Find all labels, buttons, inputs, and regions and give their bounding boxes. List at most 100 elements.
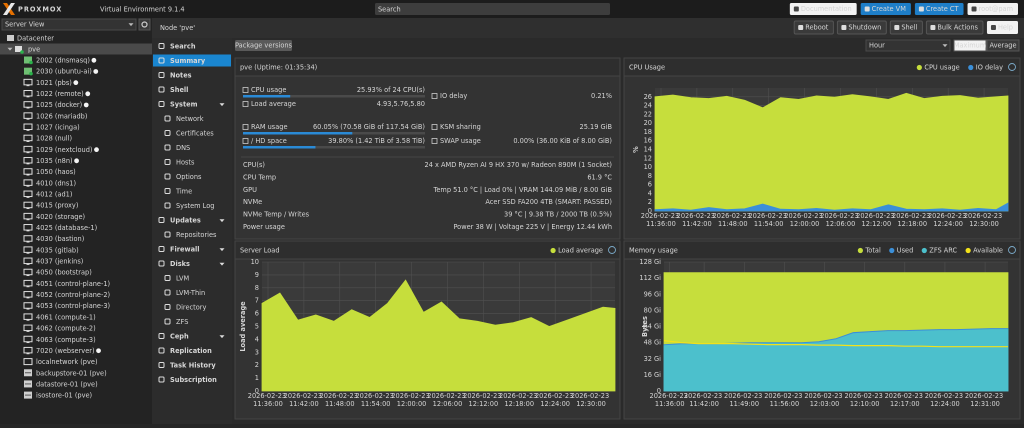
tree-item[interactable]: 4035 (gitlab) xyxy=(36,246,79,254)
nav-item[interactable]: Repositories xyxy=(176,231,217,239)
tree-item[interactable]: 1025 (docker) xyxy=(36,101,82,109)
tree-item[interactable]: 4063 (compute-3) xyxy=(36,336,96,344)
nav-item[interactable]: Ceph xyxy=(170,333,189,341)
settings-button[interactable] xyxy=(138,18,151,31)
legend-label[interactable]: CPU usage xyxy=(924,64,959,72)
tree-item[interactable]: 1028 (null) xyxy=(36,135,72,143)
toolbar-button-label[interactable]: Reboot xyxy=(805,24,829,32)
tree-item[interactable]: 2030 (ubuntu-ai) xyxy=(36,68,92,76)
tree-item[interactable]: backupstore-01 (pve) xyxy=(36,369,107,377)
package-versions-label[interactable]: Package versions xyxy=(235,42,293,50)
tree-datacenter[interactable]: Datacenter xyxy=(17,35,54,43)
tree-item[interactable]: 1026 (mariadb) xyxy=(36,112,87,120)
tree-item[interactable]: 2002 (dnsmasq) xyxy=(36,57,90,65)
header-button-label[interactable]: Create VM xyxy=(872,5,907,13)
chart-menu[interactable] xyxy=(1008,246,1016,254)
header-button[interactable] xyxy=(860,3,911,15)
nav-item[interactable]: Task History xyxy=(170,362,216,370)
button-icon xyxy=(864,6,870,12)
nav-item[interactable]: Time xyxy=(175,188,192,196)
nav-item[interactable]: Hosts xyxy=(176,159,195,167)
mode-toggle[interactable] xyxy=(953,39,987,52)
mode-label[interactable]: Maximum xyxy=(954,42,987,50)
nav-item[interactable]: Directory xyxy=(176,304,206,312)
mode-toggle[interactable] xyxy=(986,39,1020,52)
header-button-label[interactable]: Documentation xyxy=(801,5,852,13)
nav-item[interactable]: ZFS xyxy=(176,318,188,326)
header-button[interactable] xyxy=(967,3,1018,15)
toolbar-button[interactable] xyxy=(986,21,1018,34)
nav-item[interactable]: LVM-Thin xyxy=(176,289,205,297)
toolbar-button-label[interactable]: Shutdown xyxy=(848,24,881,32)
timeframe-label[interactable]: Hour xyxy=(869,42,885,50)
toolbar-button-label[interactable]: Bulk Actions xyxy=(937,24,978,32)
tree-item[interactable]: 4025 (database-1) xyxy=(36,224,97,232)
tree-item[interactable]: 4012 (ad1) xyxy=(36,191,72,199)
nav-item[interactable]: Shell xyxy=(170,86,188,94)
nav-icon xyxy=(158,347,165,354)
toolbar-button[interactable] xyxy=(889,20,923,35)
nav-item[interactable]: Options xyxy=(176,173,202,181)
tree-item[interactable]: 1022 (remote) xyxy=(36,90,84,98)
legend-label[interactable]: ZFS ARC xyxy=(929,247,957,255)
nav-item[interactable]: Certificates xyxy=(176,130,214,138)
nav-item[interactable]: Subscription xyxy=(170,376,217,384)
nav-item[interactable]: Search xyxy=(170,43,196,51)
legend-label[interactable]: Load average xyxy=(558,247,603,255)
nav-item[interactable]: Disks xyxy=(170,260,190,268)
header-button-label[interactable]: root@pam xyxy=(979,5,1013,13)
view-selector[interactable] xyxy=(1,18,137,31)
nav-item[interactable]: Network xyxy=(176,115,204,123)
tree-item[interactable]: 1035 (n8n) xyxy=(36,157,73,165)
tree-item[interactable]: 4053 (control-plane-3) xyxy=(36,302,110,310)
legend-label[interactable]: Used xyxy=(897,247,914,255)
tree-item[interactable]: 4030 (bastion) xyxy=(36,235,84,243)
legend-label[interactable]: Available xyxy=(973,247,1003,255)
nav-item[interactable]: System xyxy=(170,101,198,109)
nav-item[interactable]: Replication xyxy=(170,347,212,355)
mode-label[interactable]: Average xyxy=(989,42,1016,50)
tree-item[interactable]: 4020 (storage) xyxy=(36,213,85,221)
header-button-label[interactable]: Create CT xyxy=(926,5,960,13)
nav-item[interactable]: Notes xyxy=(170,72,192,80)
tree-item[interactable]: 1029 (nextcloud) xyxy=(36,146,93,154)
tree-item[interactable]: 1021 (pbs) xyxy=(36,79,72,87)
tree-item[interactable]: 1027 (icinga) xyxy=(36,124,80,132)
toolbar-button[interactable] xyxy=(793,20,834,35)
x-tick-label: 2026-02-23 11:36:00 xyxy=(650,392,690,408)
tree-item[interactable]: localnetwork (pve) xyxy=(36,358,98,366)
tree-item[interactable]: 4037 (jenkins) xyxy=(36,258,83,266)
package-versions-button[interactable] xyxy=(235,40,292,51)
tree-item[interactable]: datastore-01 (pve) xyxy=(36,380,98,388)
nav-item[interactable]: DNS xyxy=(176,144,190,152)
x-tick-label: 2026-02-23 12:00:00 xyxy=(784,212,824,228)
tree-item[interactable]: 7020 (webserver) xyxy=(36,347,95,355)
header-button[interactable] xyxy=(914,3,964,15)
tree-item[interactable]: 1050 (haos) xyxy=(36,168,76,176)
tree-item[interactable]: 4010 (dns1) xyxy=(36,179,76,187)
nav-item[interactable]: LVM xyxy=(176,275,189,283)
tree-item[interactable]: 4015 (proxy) xyxy=(36,202,78,210)
toolbar-button-label[interactable]: Shell xyxy=(901,24,917,32)
tree-item[interactable]: 4061 (compute-1) xyxy=(36,313,96,321)
search-box[interactable] xyxy=(375,3,610,15)
tree-item[interactable]: isostore-01 (pve) xyxy=(36,392,92,400)
legend-label[interactable]: IO delay xyxy=(976,64,1003,72)
tree-item[interactable]: 4062 (compute-2) xyxy=(36,325,96,333)
toolbar-button[interactable] xyxy=(836,20,887,35)
chart-menu[interactable] xyxy=(608,246,616,254)
tree-item[interactable]: 4052 (control-plane-2) xyxy=(36,291,110,299)
tree-item[interactable]: 4050 (bootstrap) xyxy=(36,269,92,277)
toolbar-button[interactable] xyxy=(925,20,984,35)
tree-node[interactable]: pve xyxy=(28,46,40,54)
header-button[interactable] xyxy=(789,3,857,15)
legend-label[interactable]: Total xyxy=(864,247,881,255)
nav-item[interactable]: Summary xyxy=(170,57,206,65)
tree-item[interactable]: 4051 (control-plane-1) xyxy=(36,280,110,288)
chart-menu[interactable] xyxy=(1008,63,1016,71)
timeframe-select[interactable] xyxy=(865,39,951,52)
nav-item[interactable]: System Log xyxy=(176,202,214,210)
nav-item[interactable]: Firewall xyxy=(170,246,200,254)
nav-item[interactable]: Updates xyxy=(170,217,201,225)
toolbar-button-label[interactable]: Help xyxy=(998,24,1013,32)
